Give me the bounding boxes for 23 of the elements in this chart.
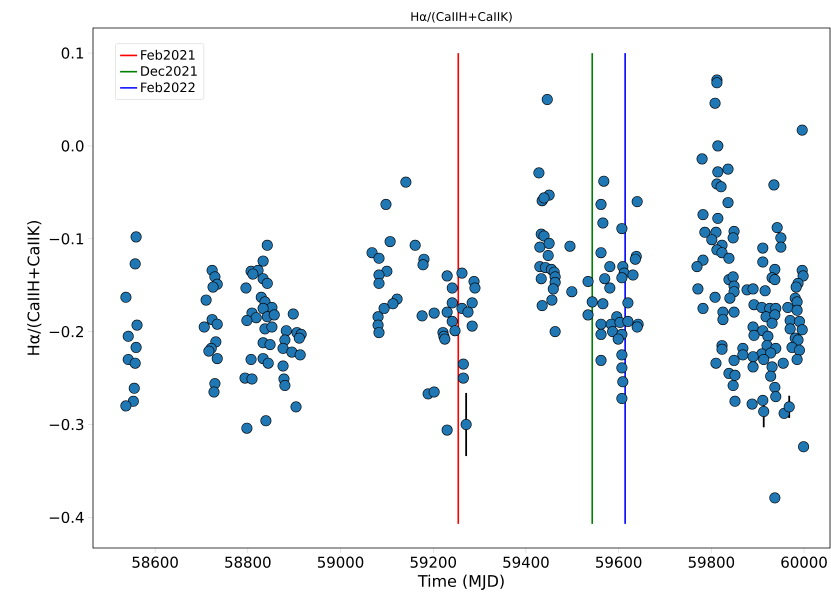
y-tick-label: −0.4 [50,512,84,524]
chart-title: Hα/(CaIIH+CaIIK) [411,12,512,22]
legend-label: Feb2022 [141,82,194,92]
x-tick-label: 60000 [781,556,827,568]
y-tick-label: 0.0 [62,140,84,152]
x-axis-title: Time (MJD) [418,574,504,590]
x-tick-label: 59400 [503,556,549,568]
x-tick-label: 59200 [410,556,456,568]
x-tick-label: 59600 [596,556,642,568]
point [460,418,472,430]
legend-label: Dec2021 [141,66,197,76]
y-tick-label: −0.1 [50,233,84,244]
point [784,401,795,412]
x-tick-label: 58800 [225,556,271,568]
x-tick-label: 59800 [688,556,734,568]
x-tick-label: 58600 [132,556,178,568]
y-axis-title: Hα/(CaIIH+CaIIK) [27,221,42,355]
y-tick-label: −0.2 [50,326,83,338]
y-tick-label: 0.1 [62,47,84,59]
x-tick-label: 59000 [318,556,364,568]
legend-label: Feb2021 [141,50,195,60]
y-tick-label: −0.3 [50,418,84,430]
point [758,406,770,417]
